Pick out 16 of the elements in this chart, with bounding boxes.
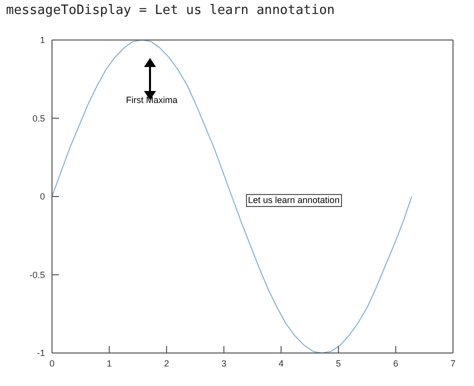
x-tick-label: 4 — [278, 358, 284, 368]
chart-title: messageToDisplay = Let us learn annotation — [6, 3, 335, 18]
y-tick-label: -1 — [36, 348, 45, 358]
x-tick-label: 2 — [164, 358, 170, 368]
x-tick-label: 1 — [106, 358, 112, 368]
annotation: First Maxima — [126, 95, 178, 105]
x-tick-label: 3 — [221, 358, 226, 368]
annotation: Let us learn annotation — [246, 194, 342, 207]
x-tick-label: 0 — [49, 358, 55, 368]
x-tick-label: 5 — [336, 358, 341, 368]
y-tick-label: -0.5 — [29, 270, 45, 280]
x-tick-label: 7 — [450, 358, 456, 368]
y-tick-label: 0 — [40, 192, 45, 202]
x-tick-label: 6 — [393, 358, 398, 368]
y-tick-label: 1 — [40, 35, 45, 46]
y-tick-label: 0.5 — [32, 113, 45, 124]
